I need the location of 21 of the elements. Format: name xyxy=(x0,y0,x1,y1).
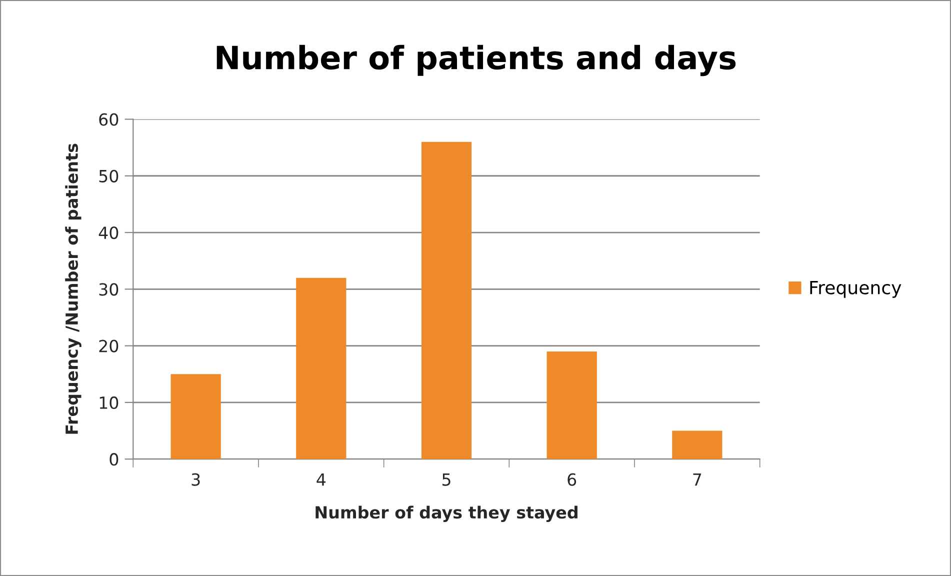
bar xyxy=(421,142,472,460)
x-tick-label: 7 xyxy=(693,473,702,486)
bar xyxy=(672,430,722,460)
x-axis-title: Number of days they stayed xyxy=(316,506,578,522)
y-tick-label: 40 xyxy=(98,226,118,240)
legend-label: Frequency xyxy=(810,280,902,298)
y-tick-label: 60 xyxy=(99,113,118,126)
y-axis-title: Frequency /Number of patients xyxy=(65,144,82,434)
x-tick-label: 5 xyxy=(442,473,450,486)
y-tick-label: 30 xyxy=(99,283,118,296)
x-tick-label: 3 xyxy=(192,473,200,486)
bar xyxy=(170,374,221,460)
y-tick-label: 10 xyxy=(100,396,118,409)
y-tick-label: 50 xyxy=(99,170,118,182)
bar xyxy=(546,351,597,460)
x-tick-label: 6 xyxy=(568,473,576,486)
bar xyxy=(296,278,346,460)
chart-title: Number of patients and days xyxy=(216,44,736,76)
y-tick-label: 0 xyxy=(110,453,118,466)
x-tick-label: 4 xyxy=(316,473,326,486)
y-tick-label: 20 xyxy=(99,340,118,352)
